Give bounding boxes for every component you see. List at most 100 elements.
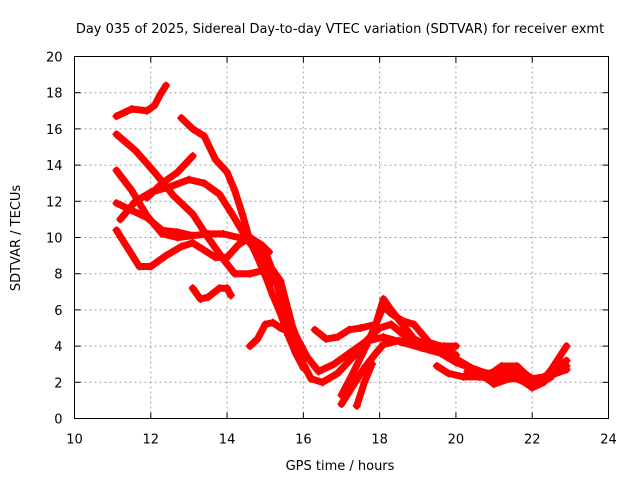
x-tick-label: 18 [371,433,388,448]
data-point [329,360,338,369]
data-point [127,186,136,195]
series-line [113,82,170,120]
y-tick-label: 6 [54,304,62,319]
data-point [440,349,449,358]
x-tick-label: 16 [295,433,312,448]
data-point [257,240,266,249]
data-point [360,345,369,354]
data-point [345,325,354,334]
data-point [200,132,209,141]
data-point [318,378,327,387]
y-tick-label: 8 [54,268,62,283]
data-point [371,349,380,358]
data-point [398,320,407,329]
data-point [230,186,239,195]
data-point [261,271,270,280]
data-point [245,269,254,278]
data-point [150,101,159,110]
x-axis-label: GPS time / hours [286,459,395,474]
data-point [165,182,174,191]
data-point [200,246,209,255]
data-point [234,233,243,242]
data-point [127,206,136,215]
data-point [497,362,506,371]
data-point [490,380,499,389]
data-point [188,284,197,293]
x-tick-label: 20 [448,433,465,448]
data-point [387,305,396,314]
y-axis-label: SDTVAR / TECUs [9,185,24,292]
data-point [562,362,571,371]
data-point [394,336,403,345]
data-point [440,342,449,351]
data-point [253,253,262,262]
data-point [245,237,254,246]
data-point [360,378,369,387]
y-tick-label: 2 [54,376,62,391]
data-point [291,349,300,358]
data-point [245,342,254,351]
data-point [184,175,193,184]
data-point [204,229,212,238]
data-point [150,168,159,177]
data-point [226,291,235,300]
data-point [379,295,388,304]
data-point [135,262,144,271]
data-point [146,262,155,271]
data-point [223,253,232,262]
series-track-7 [142,152,197,202]
series-line [143,152,197,202]
x-tick-label: 12 [143,433,160,448]
data-point [551,367,560,376]
x-tick-label: 10 [66,433,83,448]
x-tick-label: 24 [600,433,617,448]
data-point [333,333,342,342]
data-point [156,90,165,99]
data-point [276,276,285,285]
x-tick-label: 14 [219,433,236,448]
y-tick-label: 10 [46,232,63,247]
data-point [379,340,388,349]
data-point [142,106,151,115]
y-tick-label: 14 [46,159,63,174]
data-point [547,372,556,381]
data-point [409,334,418,343]
data-point [444,369,453,378]
data-point [371,320,380,329]
data-point [112,166,121,175]
data-point [112,112,121,121]
data-point [230,269,239,278]
grid [74,56,609,419]
data-point [432,362,441,371]
data-point [348,369,357,378]
data-point [211,155,220,164]
data-point [234,240,243,249]
data-point [215,284,224,293]
data-point [509,365,518,374]
data-point [253,334,262,343]
series-line [116,176,315,383]
data-point [223,168,232,177]
data-point [173,228,182,237]
series-line [113,199,197,240]
data-point [188,209,197,218]
data-point [310,325,319,334]
data-point [162,81,171,90]
data-point [356,324,365,332]
data-point [562,342,571,351]
data-point [188,124,197,133]
y-tick-label: 12 [46,195,63,210]
data-point [215,190,224,199]
data-point [261,320,270,329]
series-track-19 [425,340,518,378]
y-tick-label: 4 [54,340,62,355]
data-point [188,231,197,240]
data-point [112,199,121,208]
data-series [112,81,571,410]
data-point [169,191,178,200]
series-line [246,319,292,350]
data-point [276,324,285,332]
data-point [337,390,346,399]
